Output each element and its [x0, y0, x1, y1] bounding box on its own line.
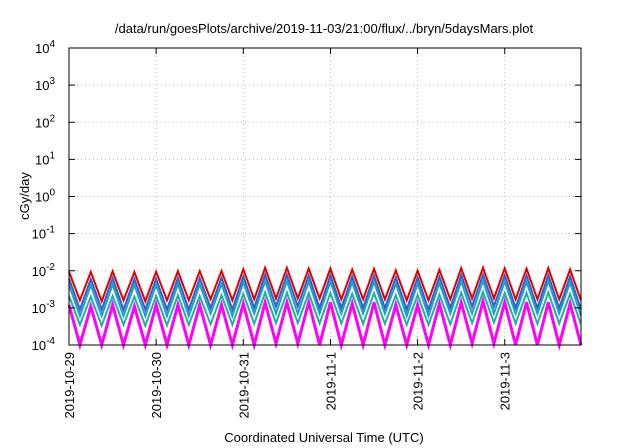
y-tick-label: 10-1 [32, 225, 56, 242]
y-ticks: 10-4 10-3 10-2 10-1 100 101 102 103 104 [32, 39, 581, 353]
x-tick-label: 2019-10-31 [236, 352, 251, 419]
y-tick-label: 104 [35, 39, 55, 56]
y-tick-label: 10-3 [32, 299, 56, 316]
series-lines [67, 264, 583, 351]
x-tick-label: 2019-10-29 [62, 352, 77, 419]
x-tick-label: 2019-11-2 [411, 352, 426, 410]
series-line-3 [68, 277, 582, 320]
y-tick-label: 103 [35, 76, 55, 93]
series-line-1 [68, 264, 582, 305]
y-tick-label: 101 [35, 150, 55, 167]
y-tick-label: 102 [35, 113, 55, 130]
y-axis-label: cGy/day [17, 172, 32, 220]
series-line-2 [68, 271, 582, 313]
x-axis-label: Coordinated Universal Time (UTC) [224, 430, 423, 445]
x-ticks: 2019-10-29 2019-10-30 2019-10-31 2019-11-1 2… [62, 48, 513, 419]
x-tick-label: 2019-11-1 [323, 352, 338, 410]
y-tick-label: 100 [35, 188, 55, 205]
chart-title: /data/run/goesPlots/archive/2019-11-03/2… [115, 21, 534, 36]
y-tick-label: 10-4 [32, 336, 56, 353]
series-line-4 [68, 288, 582, 329]
y-tick-label: 10-2 [32, 262, 56, 279]
x-tick-label: 2019-10-30 [149, 352, 164, 419]
series-line-5 [67, 295, 583, 351]
x-tick-label: 2019-11-3 [498, 352, 513, 410]
